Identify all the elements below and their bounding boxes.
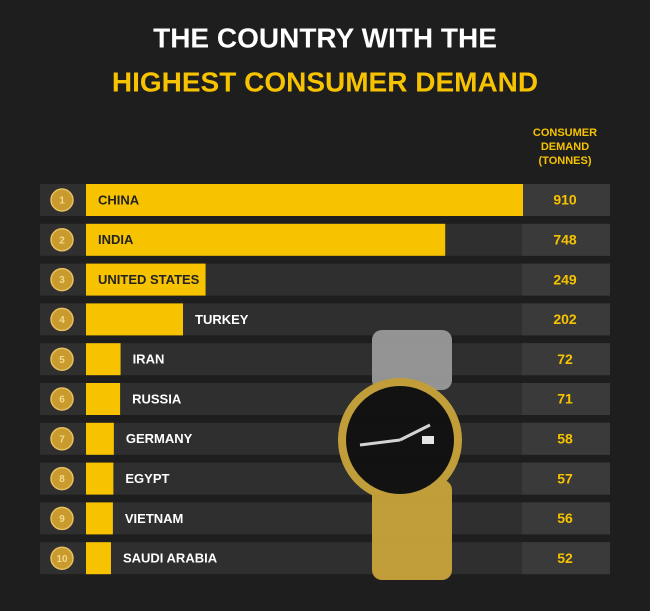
category-label: CHINA bbox=[98, 192, 140, 207]
rank-coin bbox=[50, 506, 74, 531]
category-label: INDIA bbox=[98, 232, 134, 247]
bar bbox=[86, 462, 114, 495]
value-label: 52 bbox=[557, 550, 573, 566]
rank-label: 5 bbox=[59, 355, 65, 366]
row-background bbox=[40, 542, 610, 575]
rank-coin bbox=[50, 307, 74, 332]
rank-label: 9 bbox=[59, 514, 65, 525]
value-label: 910 bbox=[553, 192, 577, 208]
bar bbox=[86, 303, 184, 336]
rank-label: 2 bbox=[59, 235, 65, 246]
row-background bbox=[40, 343, 610, 376]
bar bbox=[86, 263, 206, 296]
category-label: TURKEY bbox=[195, 312, 249, 327]
bar bbox=[86, 542, 111, 575]
row-background bbox=[40, 502, 610, 535]
category-label: GERMANY bbox=[126, 431, 193, 446]
value-cell bbox=[522, 343, 610, 376]
rank-coin bbox=[50, 427, 74, 451]
row-background bbox=[40, 422, 610, 455]
rank-coin bbox=[50, 267, 74, 292]
value-label: 249 bbox=[553, 271, 577, 287]
rank-label: 4 bbox=[59, 315, 65, 326]
bar bbox=[86, 223, 446, 256]
rank-coin bbox=[50, 387, 74, 411]
row-background bbox=[40, 462, 610, 495]
value-label: 748 bbox=[553, 232, 577, 248]
value-cell bbox=[522, 462, 610, 495]
rank-label: 6 bbox=[59, 395, 65, 406]
value-cell bbox=[522, 223, 610, 256]
rank-coin bbox=[50, 188, 74, 212]
value-cell bbox=[522, 542, 610, 575]
value-label: 202 bbox=[553, 311, 577, 327]
value-cell bbox=[522, 422, 610, 455]
watch bbox=[338, 330, 462, 580]
rank-coin bbox=[50, 347, 74, 371]
rank-coin bbox=[50, 466, 74, 491]
category-label: IRAN bbox=[133, 352, 165, 367]
value-cell bbox=[522, 303, 610, 336]
rank-label: 3 bbox=[59, 275, 65, 286]
value-cell bbox=[522, 263, 610, 296]
value-label: 58 bbox=[557, 431, 573, 447]
bar bbox=[86, 502, 113, 535]
value-cell bbox=[522, 502, 610, 535]
value-header: CONSUMER DEMAND (TONNES) bbox=[532, 127, 598, 167]
rank-coin bbox=[50, 546, 74, 570]
rank-label: 10 bbox=[56, 554, 68, 565]
category-label: VIETNAM bbox=[125, 511, 183, 526]
rank-coin bbox=[50, 228, 74, 252]
bar bbox=[86, 343, 121, 376]
bar bbox=[86, 383, 121, 415]
value-label: 56 bbox=[557, 510, 573, 526]
value-label: 72 bbox=[557, 351, 573, 367]
category-label: SAUDI ARABIA bbox=[123, 551, 218, 566]
rank-label: 8 bbox=[59, 474, 65, 485]
value-label: 71 bbox=[557, 391, 573, 407]
chart-subtitle: HIGHEST CONSUMER DEMAND bbox=[112, 66, 538, 97]
rank-label: 7 bbox=[59, 434, 65, 445]
category-label: EGYPT bbox=[125, 471, 169, 486]
value-cell bbox=[522, 383, 610, 415]
chart-title: THE COUNTRY WITH THE bbox=[153, 22, 497, 53]
value-cell bbox=[522, 184, 610, 216]
bar bbox=[86, 184, 523, 216]
row-background bbox=[40, 383, 610, 415]
rank-label: 1 bbox=[59, 196, 65, 207]
category-label: RUSSIA bbox=[132, 391, 182, 406]
value-label: 57 bbox=[557, 470, 573, 486]
category-label: UNITED STATES bbox=[98, 272, 200, 287]
bar bbox=[86, 422, 114, 455]
